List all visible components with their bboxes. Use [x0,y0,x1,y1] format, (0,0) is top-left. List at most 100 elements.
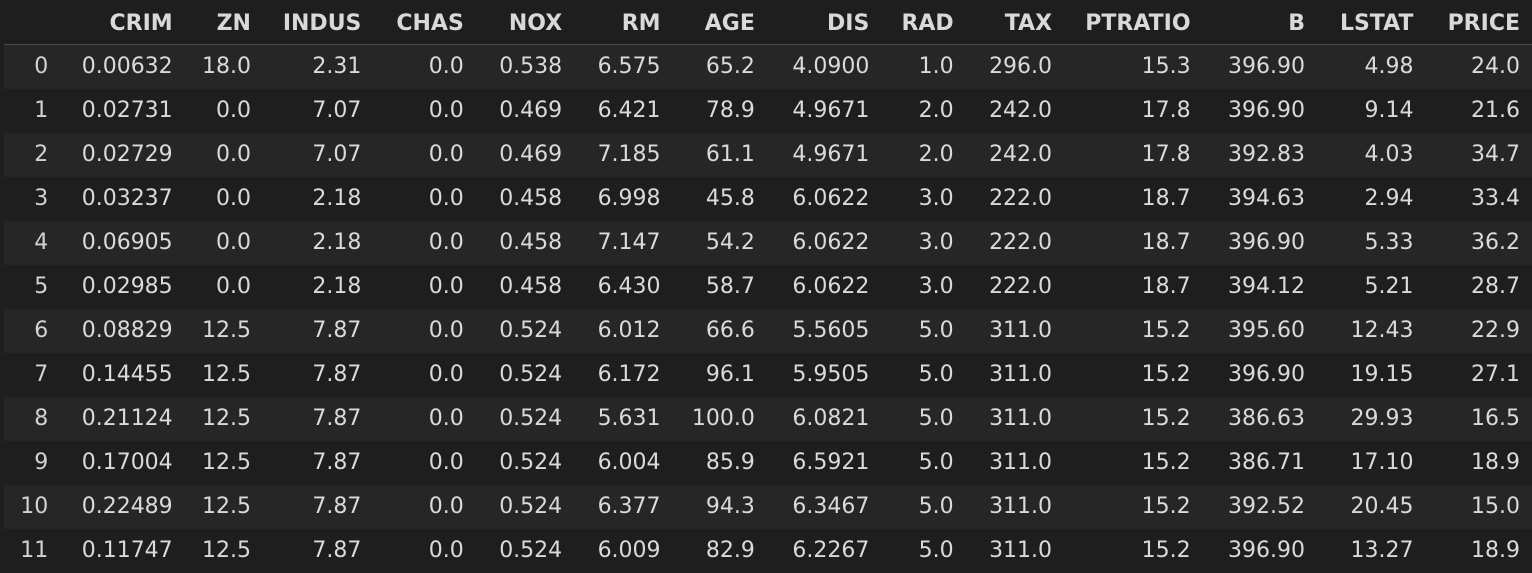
cell-tax: 311.0 [966,485,1064,529]
cell-age: 94.3 [673,485,767,529]
column-header-rm: RM [574,3,672,45]
column-header-b: B [1203,3,1317,45]
cell-rad: 5.0 [881,397,965,441]
cell-price: 18.9 [1425,529,1532,573]
cell-nox: 0.524 [476,353,574,397]
column-header-age: AGE [673,3,767,45]
cell-indus: 2.18 [263,265,373,309]
row-index: 11 [4,529,62,573]
cell-age: 96.1 [673,353,767,397]
cell-crim: 0.02985 [62,265,184,309]
cell-lstat: 13.27 [1317,529,1425,573]
cell-indus: 7.87 [263,529,373,573]
cell-crim: 0.22489 [62,485,184,529]
cell-age: 85.9 [673,441,767,485]
cell-age: 82.9 [673,529,767,573]
cell-rad: 3.0 [881,265,965,309]
cell-indus: 7.87 [263,441,373,485]
cell-zn: 0.0 [185,89,263,133]
cell-ptratio: 15.2 [1064,353,1203,397]
cell-price: 22.9 [1425,309,1532,353]
cell-price: 16.5 [1425,397,1532,441]
row-index: 4 [4,221,62,265]
cell-rm: 6.421 [574,89,672,133]
cell-nox: 0.458 [476,221,574,265]
cell-crim: 0.02729 [62,133,184,177]
cell-dis: 6.3467 [767,485,881,529]
cell-rm: 6.172 [574,353,672,397]
cell-price: 27.1 [1425,353,1532,397]
cell-tax: 242.0 [966,133,1064,177]
cell-crim: 0.06905 [62,221,184,265]
row-index: 5 [4,265,62,309]
cell-chas: 0.0 [373,397,475,441]
cell-zn: 12.5 [185,397,263,441]
cell-age: 100.0 [673,397,767,441]
cell-crim: 0.03237 [62,177,184,221]
cell-zn: 12.5 [185,441,263,485]
cell-nox: 0.524 [476,309,574,353]
cell-tax: 222.0 [966,177,1064,221]
cell-age: 45.8 [673,177,767,221]
cell-rm: 5.631 [574,397,672,441]
cell-b: 396.90 [1203,89,1317,133]
cell-age: 54.2 [673,221,767,265]
cell-age: 78.9 [673,89,767,133]
cell-lstat: 4.03 [1317,133,1425,177]
row-index: 10 [4,485,62,529]
cell-ptratio: 18.7 [1064,221,1203,265]
cell-indus: 7.87 [263,353,373,397]
column-header-nox: NOX [476,3,574,45]
cell-crim: 0.00632 [62,45,184,90]
cell-lstat: 5.33 [1317,221,1425,265]
cell-ptratio: 15.2 [1064,441,1203,485]
cell-price: 15.0 [1425,485,1532,529]
cell-lstat: 17.10 [1317,441,1425,485]
cell-zn: 12.5 [185,353,263,397]
cell-nox: 0.538 [476,45,574,90]
cell-b: 392.83 [1203,133,1317,177]
cell-lstat: 19.15 [1317,353,1425,397]
cell-rm: 7.147 [574,221,672,265]
cell-nox: 0.469 [476,133,574,177]
cell-ptratio: 15.2 [1064,485,1203,529]
cell-ptratio: 18.7 [1064,265,1203,309]
cell-nox: 0.458 [476,265,574,309]
cell-lstat: 4.98 [1317,45,1425,90]
cell-tax: 222.0 [966,221,1064,265]
cell-zn: 12.5 [185,309,263,353]
cell-nox: 0.458 [476,177,574,221]
cell-b: 392.52 [1203,485,1317,529]
cell-indus: 7.87 [263,309,373,353]
cell-tax: 311.0 [966,397,1064,441]
cell-rm: 7.185 [574,133,672,177]
cell-dis: 4.0900 [767,45,881,90]
column-header-ptratio: PTRATIO [1064,3,1203,45]
cell-chas: 0.0 [373,221,475,265]
index-header [4,3,62,45]
cell-b: 396.90 [1203,45,1317,90]
cell-tax: 242.0 [966,89,1064,133]
cell-price: 18.9 [1425,441,1532,485]
cell-zn: 12.5 [185,529,263,573]
column-header-lstat: LSTAT [1317,3,1425,45]
row-index: 9 [4,441,62,485]
cell-tax: 311.0 [966,309,1064,353]
row-index: 7 [4,353,62,397]
cell-b: 394.63 [1203,177,1317,221]
cell-rad: 1.0 [881,45,965,90]
column-header-chas: CHAS [373,3,475,45]
cell-rm: 6.575 [574,45,672,90]
cell-ptratio: 17.8 [1064,133,1203,177]
cell-chas: 0.0 [373,45,475,90]
cell-tax: 222.0 [966,265,1064,309]
